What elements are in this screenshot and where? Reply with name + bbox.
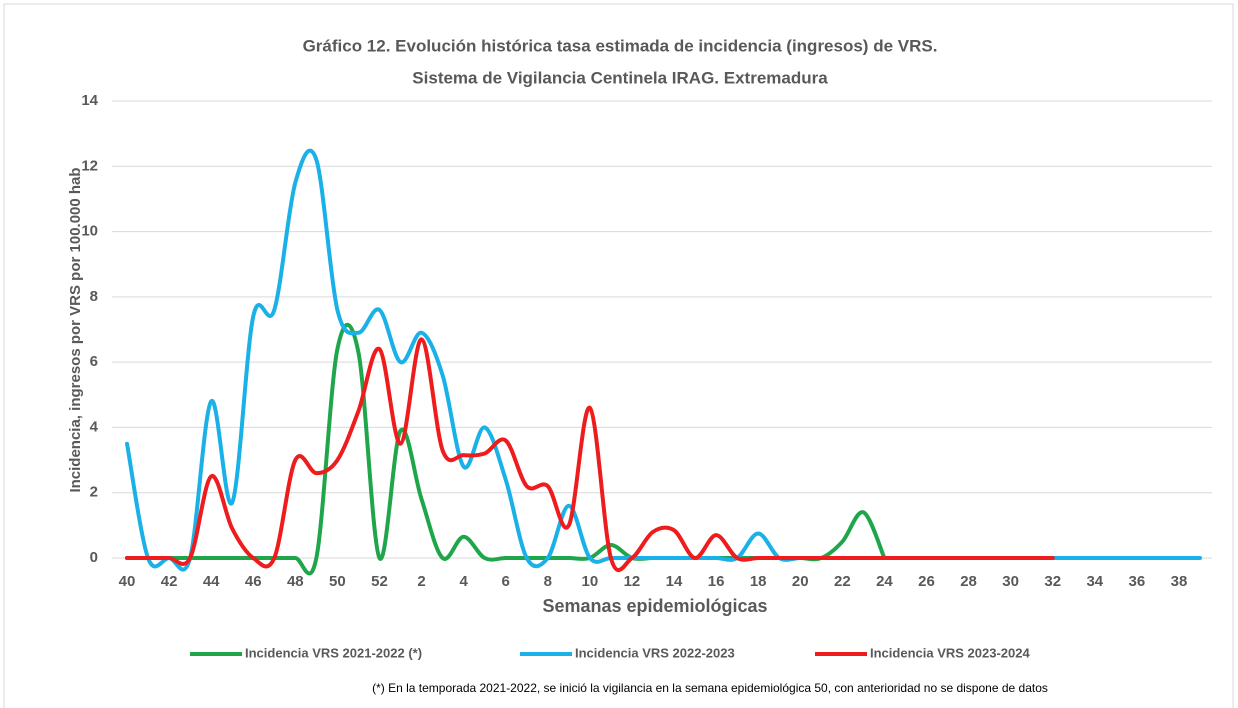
chart-frame bbox=[3, 3, 1234, 708]
x-tick-label: 26 bbox=[918, 573, 935, 590]
x-tick-label: 38 bbox=[1171, 573, 1188, 590]
x-tick-label: 44 bbox=[203, 573, 220, 590]
x-tick-label: 2 bbox=[417, 573, 425, 590]
x-tick-label: 14 bbox=[666, 573, 683, 590]
x-tick-label: 32 bbox=[1044, 573, 1061, 590]
x-tick-label: 22 bbox=[834, 573, 851, 590]
x-tick-label: 52 bbox=[371, 573, 388, 590]
x-tick-label: 48 bbox=[287, 573, 304, 590]
x-tick-label: 40 bbox=[119, 573, 136, 590]
x-tick-label: 4 bbox=[459, 573, 468, 590]
x-tick-label: 28 bbox=[960, 573, 977, 590]
x-tick-label: 10 bbox=[582, 573, 599, 590]
footnote: (*) En la temporada 2021-2022, se inició… bbox=[372, 681, 1048, 695]
y-tick-label: 10 bbox=[81, 223, 98, 240]
y-axis-label: Incidencia, ingresos por VRS por 100.000… bbox=[67, 167, 84, 492]
x-tick-label: 46 bbox=[245, 573, 262, 590]
line bbox=[125, 337, 1055, 573]
x-axis-label: Semanas epidemiológicas bbox=[542, 596, 767, 616]
x-tick-label: 12 bbox=[624, 573, 641, 590]
legend-label: Incidencia VRS 2021-2022 (*) bbox=[245, 645, 422, 660]
chart-title: Gráfico 12. Evolución histórica tasa est… bbox=[303, 36, 938, 55]
x-tick-label: 42 bbox=[161, 573, 178, 590]
x-tick-label: 50 bbox=[329, 573, 346, 590]
x-tick-label: 34 bbox=[1086, 573, 1103, 590]
y-tick-label: 12 bbox=[81, 157, 98, 174]
chart-title: Sistema de Vigilancia Centinela IRAG. Ex… bbox=[412, 68, 828, 87]
x-tick-label: 18 bbox=[750, 573, 767, 590]
x-tick-label: 30 bbox=[1002, 573, 1019, 590]
x-tick-label: 36 bbox=[1129, 573, 1146, 590]
legend-label: Incidencia VRS 2023-2024 bbox=[870, 645, 1030, 660]
y-tick-label: 4 bbox=[90, 418, 99, 435]
x-tick-label: 6 bbox=[502, 573, 510, 590]
y-tick-label: 0 bbox=[90, 549, 98, 566]
y-tick-label: 8 bbox=[90, 288, 98, 305]
x-tick-label: 20 bbox=[792, 573, 809, 590]
x-tick-label: 16 bbox=[708, 573, 725, 590]
x-tick-label: 8 bbox=[544, 573, 552, 590]
y-tick-label: 14 bbox=[81, 92, 98, 109]
y-tick-label: 6 bbox=[90, 353, 98, 370]
legend-label: Incidencia VRS 2022-2023 bbox=[575, 645, 735, 660]
line bbox=[125, 148, 1202, 572]
y-tick-label: 2 bbox=[90, 484, 98, 501]
x-tick-label: 24 bbox=[876, 573, 893, 590]
